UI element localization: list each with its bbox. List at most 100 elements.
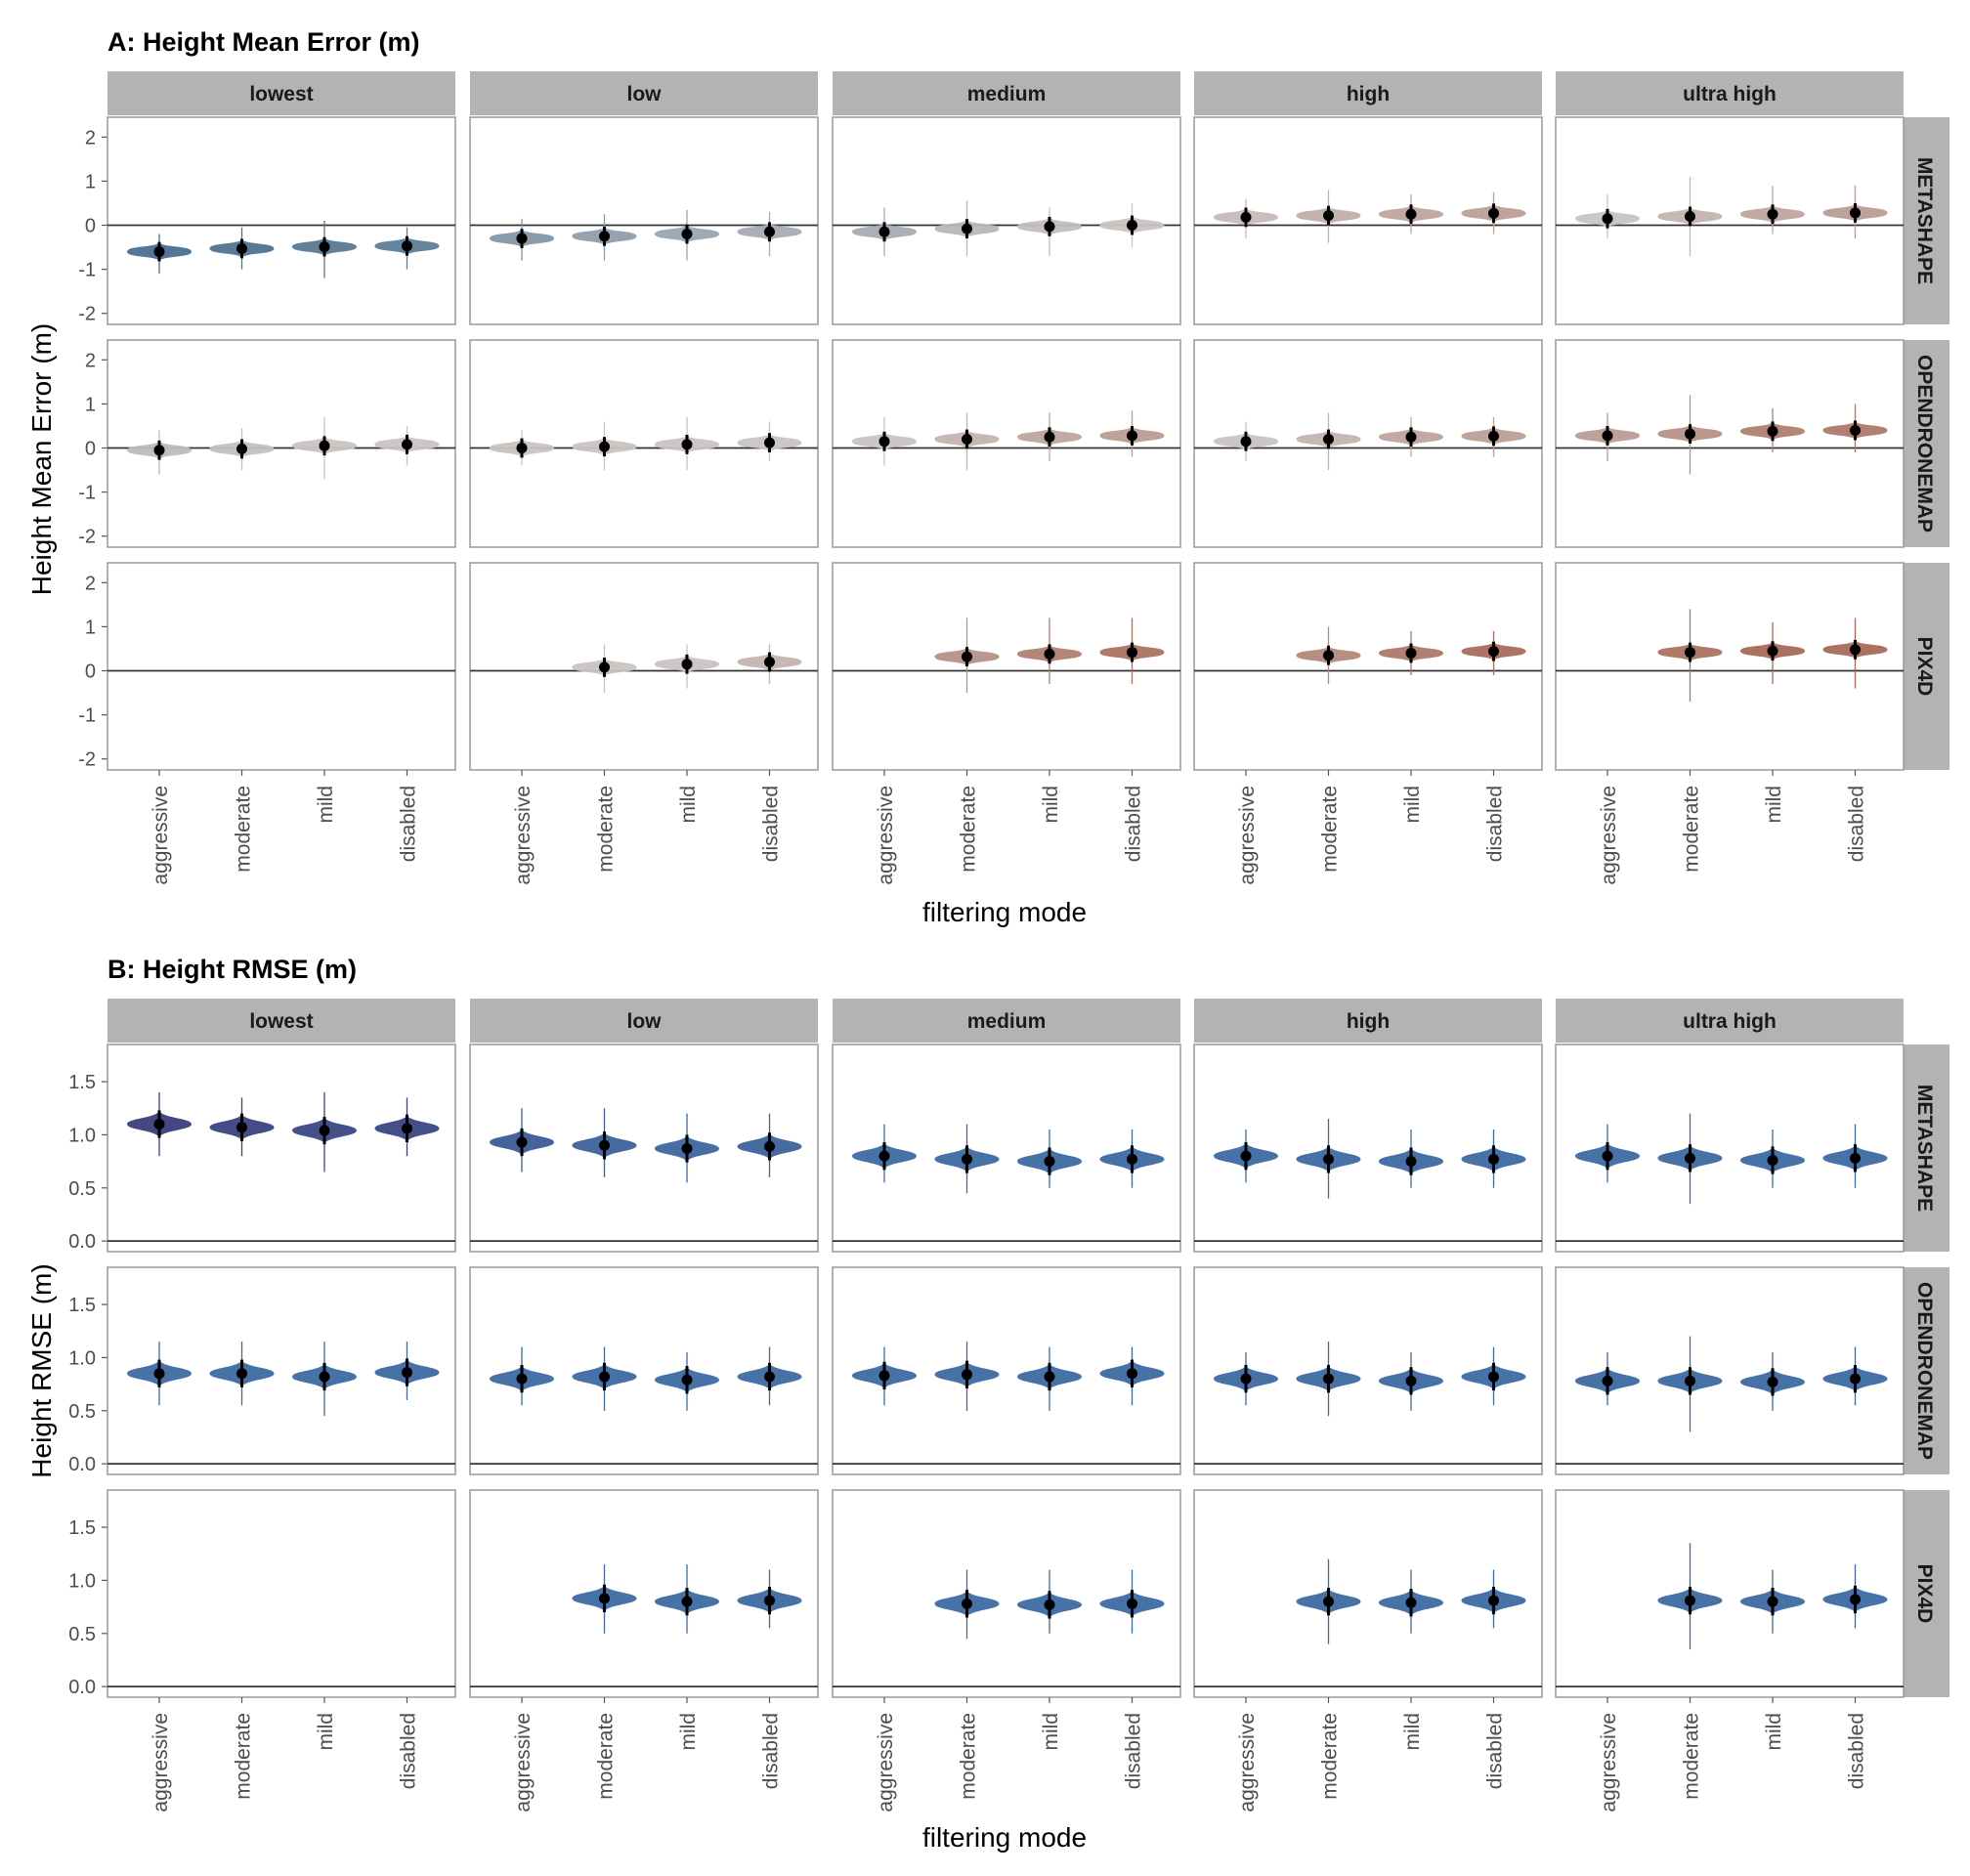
facet-strip-high (1194, 71, 1542, 115)
facet-label-lowest: lowest (249, 1010, 313, 1033)
median-point (1323, 433, 1334, 445)
median-point (1850, 1594, 1861, 1605)
x-tick-label: mild (1040, 786, 1062, 824)
facet-strip-medium (833, 999, 1180, 1043)
chart-b-title: B: Height RMSE (m) (107, 955, 357, 984)
median-point (1044, 648, 1055, 660)
x-tick-label: mild (677, 1713, 700, 1751)
median-point (878, 1150, 890, 1162)
facet-strip-ultra-high (1556, 71, 1904, 115)
facet-strip-lowest (107, 999, 455, 1043)
chart-b-panels: lowest low medium high ultra high METASHAPE 0.… (68, 999, 1949, 1812)
y-tick-label: -1 (78, 705, 96, 727)
y-tick-label: -2 (78, 527, 96, 548)
median-point (1685, 1375, 1695, 1386)
median-point (878, 436, 890, 448)
x-tick-label: aggressive (1598, 1713, 1620, 1812)
facet-strip-metashape (1903, 1045, 1949, 1252)
median-point (1767, 645, 1778, 657)
x-tick-label: moderate (1319, 786, 1342, 873)
x-tick-label: aggressive (512, 786, 535, 885)
median-point (1488, 1153, 1499, 1165)
median-point (1850, 644, 1861, 656)
y-tick-label: 2 (85, 573, 96, 594)
y-tick-label: 0.0 (68, 1677, 96, 1698)
median-point (878, 1370, 890, 1382)
x-tick-label: disabled (760, 1713, 783, 1789)
median-point (319, 440, 330, 451)
median-point (1405, 647, 1417, 659)
median-point (402, 240, 412, 252)
median-point (1127, 1598, 1137, 1609)
median-point (1488, 1371, 1499, 1383)
median-point (1240, 436, 1252, 448)
y-tick-label: -1 (78, 483, 96, 504)
median-point (1488, 1595, 1499, 1606)
panel-metashape-lowest (107, 1044, 456, 1253)
median-point (1685, 210, 1695, 222)
facet-label-low: low (627, 1010, 663, 1033)
median-point (319, 241, 330, 253)
facet-label-opendronemap: OPENDRONEMAP (1913, 1282, 1936, 1460)
x-tick-label: disabled (1846, 786, 1868, 862)
facet-strip-pix4d (1903, 563, 1949, 770)
facet-label-high: high (1347, 83, 1390, 106)
x-tick-label: disabled (760, 786, 783, 862)
median-point (1685, 428, 1695, 440)
median-point (681, 229, 693, 240)
median-point (516, 1136, 528, 1148)
facet-label-ultra-high: ultra high (1683, 83, 1777, 106)
x-tick-label: aggressive (1598, 786, 1620, 885)
median-point (1767, 1596, 1778, 1607)
y-tick-label: 0.5 (68, 1624, 96, 1645)
median-point (1850, 1152, 1861, 1164)
median-point (402, 1367, 412, 1379)
facet-label-medium: medium (967, 83, 1047, 106)
facet-label-metashape: METASHAPE (1913, 1085, 1936, 1212)
median-point (764, 1371, 775, 1383)
x-tick-label: disabled (1123, 786, 1145, 862)
median-point (153, 445, 165, 456)
median-point (1323, 650, 1334, 661)
x-tick-label: mild (1763, 786, 1785, 824)
facet-strip-low (470, 999, 818, 1043)
panel-pix4d-lowest (107, 562, 456, 771)
median-point (1127, 220, 1137, 232)
median-point (1127, 1368, 1137, 1380)
facet-label-lowest: lowest (249, 83, 313, 106)
x-tick-label: moderate (1681, 786, 1703, 873)
median-point (516, 443, 528, 454)
median-point (516, 233, 528, 244)
median-point (236, 443, 247, 454)
facet-strip-ultra-high (1556, 999, 1904, 1043)
median-point (236, 242, 247, 254)
median-point (1323, 1373, 1334, 1385)
chart-b-ylabel: Height RMSE (m) (26, 1263, 57, 1477)
median-point (1044, 431, 1055, 443)
median-point (681, 439, 693, 450)
y-tick-label: 1 (85, 394, 96, 415)
median-point (1685, 647, 1695, 659)
median-point (1044, 1599, 1055, 1610)
chart-b-xlabel: filtering mode (922, 1822, 1087, 1853)
median-point (764, 1140, 775, 1152)
median-point (153, 1368, 165, 1380)
panel-pix4d-high (1193, 562, 1543, 771)
y-tick-label: -2 (78, 749, 96, 771)
x-tick-label: moderate (233, 1713, 255, 1800)
y-tick-label: 1 (85, 617, 96, 638)
median-point (1323, 210, 1334, 222)
x-tick-label: mild (1040, 1713, 1062, 1751)
median-point (1850, 424, 1861, 436)
median-point (1405, 1597, 1417, 1608)
median-point (878, 226, 890, 237)
x-tick-label: mild (677, 786, 700, 824)
facet-label-high: high (1347, 1010, 1390, 1033)
median-point (1488, 430, 1499, 442)
median-point (962, 223, 972, 234)
x-tick-label: moderate (595, 786, 618, 873)
x-tick-label: disabled (1846, 1713, 1868, 1789)
median-point (764, 1595, 775, 1606)
panel-pix4d-ultra-high (1555, 562, 1905, 771)
